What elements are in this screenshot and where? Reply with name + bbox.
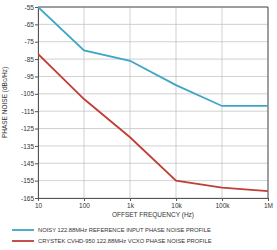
tick-label: -95 (25, 73, 35, 80)
frame (38, 7, 268, 8)
legend-swatch (12, 229, 34, 231)
axis-line (39, 199, 269, 202)
tick: -135 (21, 142, 38, 149)
tick-label: -65 (25, 21, 35, 28)
tick-mark (222, 198, 223, 201)
tick: -55 (25, 4, 38, 11)
grid-line (268, 7, 269, 198)
tick-label: 100 (79, 202, 90, 209)
tick: -75 (25, 38, 38, 45)
tick-mark (84, 198, 85, 201)
tick: 100 (79, 198, 90, 209)
tick: 10 (35, 198, 43, 209)
tick: 1k (127, 198, 135, 209)
tick: -125 (21, 125, 38, 132)
tick: -105 (21, 90, 38, 97)
tick-mark (35, 42, 38, 43)
grid-line (38, 24, 268, 25)
tick: -65 (25, 21, 38, 28)
tick-mark (35, 111, 38, 112)
tick-label: -125 (21, 125, 34, 132)
tick: -95 (25, 73, 38, 80)
x-axis: 10 100 1k 10k 100k 1M (35, 198, 273, 209)
series-group (38, 7, 268, 191)
tick: -165 (21, 195, 38, 202)
grid-line (84, 7, 85, 198)
tick-label: 1k (127, 202, 135, 209)
tick-label: 1M (264, 202, 273, 209)
tick: -155 (21, 177, 38, 184)
axis-line (35, 8, 39, 199)
grid-line (38, 59, 268, 60)
grid-line (38, 7, 268, 8)
legend-label: NOISY 122.88MHz REFERENCE INPUT PHASE NO… (38, 227, 211, 233)
tick-mark (130, 198, 131, 201)
legend-label: CRYSTEK CVHD-950 122.88MHz VCXO PHASE NO… (38, 238, 212, 244)
tick-mark (35, 76, 38, 77)
tick: 100k (215, 198, 230, 209)
grid-line (38, 128, 268, 129)
tick-mark (35, 146, 38, 147)
tick-mark (35, 59, 38, 60)
y-axis-title: PHASE NOISE (dBc/Hz) (1, 67, 9, 138)
tick-mark (176, 198, 177, 201)
grid-line (222, 7, 223, 198)
frame (268, 7, 269, 198)
grid-line (38, 180, 268, 181)
tick-label: -115 (21, 108, 34, 115)
y-axis: -165 -155 -145 -135 -125 -115 -105 -95 -85 -75 -65… (21, 4, 39, 202)
tick-label: -145 (21, 160, 34, 167)
grid-line (38, 41, 268, 42)
grid-line (38, 93, 268, 94)
tick-mark (35, 181, 38, 182)
legend: NOISY 122.88MHz REFERENCE INPUT PHASE NO… (12, 227, 212, 244)
tick: 10k (171, 198, 182, 209)
tick-label: -55 (25, 4, 35, 11)
tick-mark (35, 94, 38, 95)
tick-label: -105 (21, 90, 34, 97)
chart: 10 100 1k 10k 100k 1M -165 -155 -145 -135 -125 -115… (0, 0, 277, 250)
tick-label: -165 (21, 195, 34, 202)
series-line (38, 54, 268, 191)
tick: 1M (264, 198, 273, 209)
series-line (38, 7, 268, 106)
tick-label: -155 (21, 177, 34, 184)
tick-mark (35, 129, 38, 130)
tick-mark (35, 198, 38, 199)
tick-mark (35, 163, 38, 164)
grid-line (38, 76, 268, 77)
legend-swatch (12, 240, 34, 242)
grid-line (38, 163, 268, 164)
tick-label: 10k (171, 202, 182, 209)
grid (38, 7, 268, 198)
tick-label: -135 (21, 142, 34, 149)
grid-line (38, 111, 268, 112)
x-axis-title: OFFSET FREQUENCY (Hz) (112, 211, 194, 219)
tick: -85 (25, 56, 38, 63)
plot: 10 100 1k 10k 100k 1M -165 -155 -145 -135 -125 -115… (21, 4, 273, 209)
tick-label: 100k (215, 202, 230, 209)
tick-mark (35, 24, 38, 25)
tick-label: 10 (35, 202, 43, 209)
grid-line (176, 7, 177, 198)
tick-mark (35, 7, 38, 8)
tick-label: -75 (25, 38, 35, 45)
tick-label: -85 (25, 56, 35, 63)
grid-line (130, 7, 131, 198)
grid-line (38, 145, 268, 146)
tick: -145 (21, 160, 38, 167)
tick: -115 (21, 108, 38, 115)
tick-mark (268, 198, 269, 201)
